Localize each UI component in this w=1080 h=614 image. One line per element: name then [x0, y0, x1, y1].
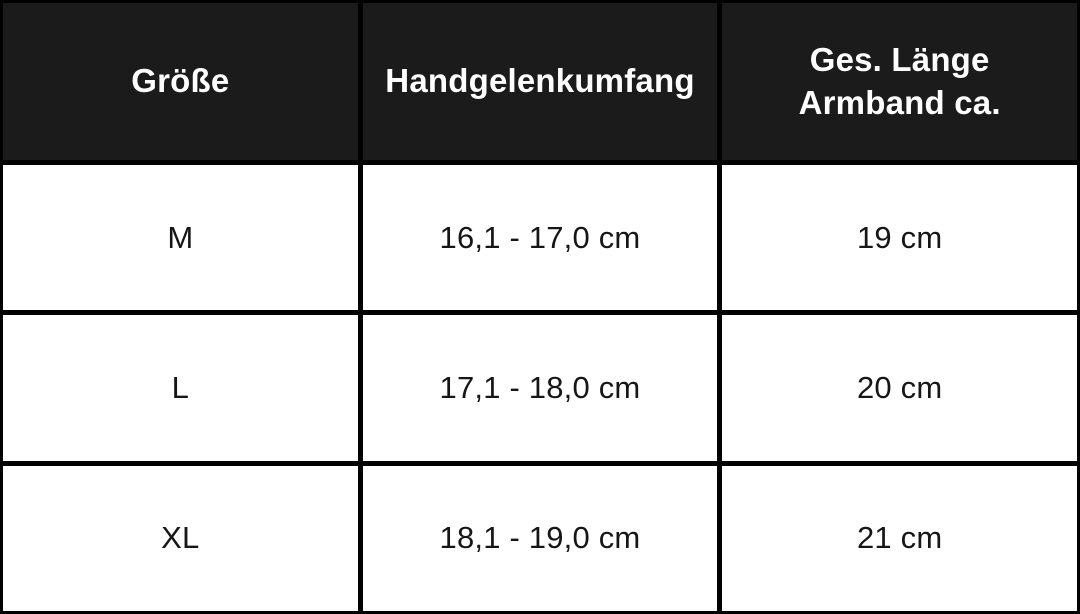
column-header-groesse: Größe	[3, 3, 358, 160]
cell-size-l: L	[3, 315, 358, 461]
cell-size-m: M	[3, 165, 358, 311]
cell-size-xl: XL	[3, 465, 358, 611]
cell-wrist-range-m: 16,1 - 17,0 cm	[362, 165, 718, 311]
cell-total-length-l: 20 cm	[722, 315, 1077, 461]
column-header-handgelenkumfang: Handgelenkumfang	[362, 3, 718, 160]
column-header-ges-laenge-armband: Ges. Länge Armband ca.	[722, 3, 1077, 160]
cell-wrist-range-l: 17,1 - 18,0 cm	[362, 315, 718, 461]
cell-total-length-m: 19 cm	[722, 165, 1077, 311]
cell-wrist-range-xl: 18,1 - 19,0 cm	[362, 465, 718, 611]
cell-total-length-xl: 21 cm	[722, 465, 1077, 611]
